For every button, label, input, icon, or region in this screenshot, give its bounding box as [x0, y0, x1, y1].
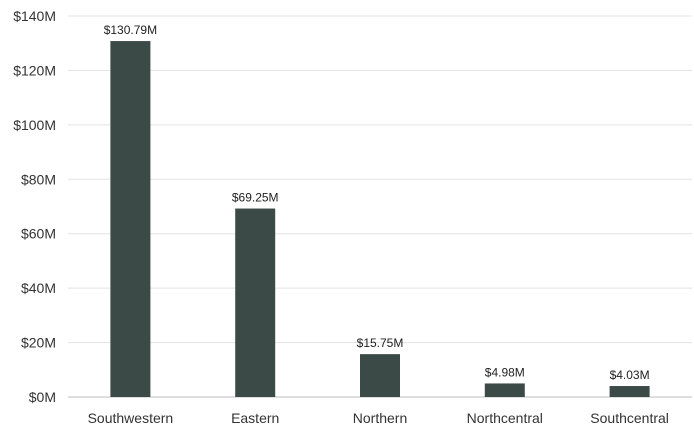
- data-label: $15.75M: [357, 336, 404, 350]
- y-tick-label: $40M: [21, 280, 56, 296]
- bar: [609, 386, 650, 397]
- bar: [360, 354, 400, 397]
- bar: [484, 383, 525, 397]
- y-tick-label: $0M: [29, 389, 56, 405]
- data-label: $4.98M: [485, 365, 525, 379]
- x-tick-label: Northern: [353, 410, 407, 426]
- data-label: $4.03M: [610, 368, 650, 382]
- y-tick-label: $100M: [13, 117, 56, 133]
- data-label: $69.25M: [232, 191, 279, 205]
- bar: [235, 208, 276, 397]
- x-tick-label: Southcentral: [590, 410, 669, 426]
- y-tick-label: $20M: [21, 335, 56, 351]
- x-tick-label: Southwestern: [88, 410, 174, 426]
- bars-layer: [110, 41, 650, 397]
- data-label: $130.79M: [104, 23, 157, 37]
- x-tick-label: Eastern: [231, 410, 279, 426]
- x-tick-label: Northcentral: [467, 410, 543, 426]
- grid-layer: [68, 15, 692, 398]
- y-tick-label: $60M: [21, 226, 56, 242]
- y-tick-label: $140M: [13, 8, 56, 24]
- labels-layer: $0M $20M $40M $60M $80M $100M $120M $140M $130.7…: [13, 8, 669, 426]
- bar: [110, 41, 151, 397]
- y-tick-label: $120M: [13, 62, 56, 78]
- y-tick-label: $80M: [21, 171, 56, 187]
